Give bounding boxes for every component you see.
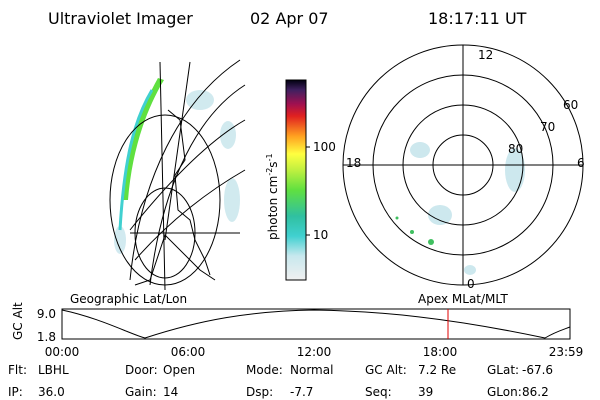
info-label: Door:	[125, 363, 158, 377]
date: 02 Apr 07	[250, 9, 329, 28]
info-value: -7.7	[290, 385, 313, 399]
info-value: Normal	[290, 363, 333, 377]
colorbar-exponent: -1	[265, 153, 274, 161]
color-bar	[285, 79, 307, 281]
info-label: Gain:	[125, 385, 157, 399]
colorbar-unit: s	[266, 161, 280, 167]
info-label: GLat:	[487, 363, 519, 377]
mlt-label: 18	[346, 156, 361, 170]
info-value: 86.2	[522, 385, 549, 399]
timeline-left-label: Geographic Lat/Lon	[70, 292, 187, 306]
timeline-right-label: Apex MLat/MLT	[418, 292, 508, 306]
info-label: GLon:	[487, 385, 522, 399]
mlt-label: 12	[478, 48, 493, 62]
colorbar-tick-label: 100	[313, 140, 336, 154]
lat-label: 60	[563, 98, 578, 112]
lat-label: 80	[508, 142, 523, 156]
timeline-x-tick: 00:00	[45, 345, 80, 359]
geographic-map	[109, 59, 246, 291]
timeline-y-label: GC Alt	[11, 302, 25, 340]
info-label: Dsp:	[246, 385, 273, 399]
polar-plot	[342, 44, 584, 286]
info-label: Mode:	[246, 363, 283, 377]
info-label: IP:	[8, 385, 23, 399]
mlt-label: 6	[577, 156, 585, 170]
info-value: LBHL	[38, 363, 69, 377]
timeline-x-tick: 06:00	[171, 345, 206, 359]
timeline-x-tick: 18:00	[423, 345, 458, 359]
timeline-frame	[61, 308, 571, 340]
lat-label: 70	[540, 120, 555, 134]
altitude-curve	[61, 309, 571, 339]
colorbar-tick-label: 10	[313, 228, 328, 242]
title: Ultraviolet Imager	[48, 9, 193, 28]
timeline-x-tick: 12:00	[297, 345, 332, 359]
info-value: 39	[418, 385, 433, 399]
info-value: Open	[163, 363, 195, 377]
time: 18:17:11 UT	[428, 9, 527, 28]
info-label: Seq:	[365, 385, 392, 399]
info-label: Flt:	[8, 363, 27, 377]
info-value: -67.6	[522, 363, 553, 377]
colorbar-label: photon cm-2s-1	[265, 153, 280, 240]
info-value: 36.0	[38, 385, 65, 399]
info-value: 14	[163, 385, 178, 399]
colorbar-exponent: -2	[265, 168, 274, 176]
info-label: GC Alt:	[365, 363, 407, 377]
timeline-x-tick: 23:59	[549, 345, 584, 359]
timeline-y-tick: 9.0	[37, 307, 56, 321]
timeline-y-tick: 1.8	[37, 330, 56, 344]
info-panel: Flt: LBHL Door: Open Mode: Normal GC Alt: 7.2 R…	[8, 363, 553, 399]
colorbar-unit: photon cm	[266, 176, 280, 240]
mlt-label: 0	[467, 277, 475, 291]
info-value: 7.2 Re	[418, 363, 456, 377]
